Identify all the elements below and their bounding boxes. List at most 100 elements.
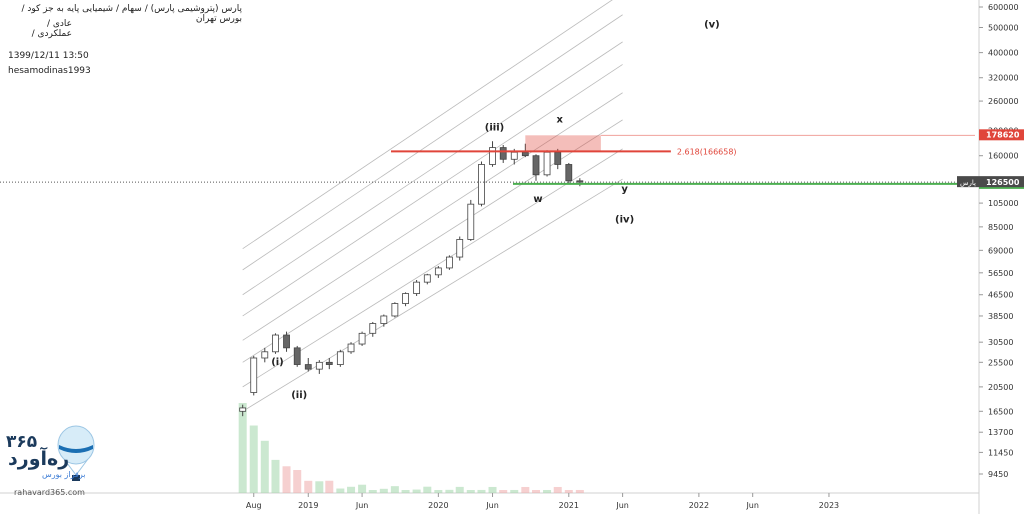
logo-number: ۳۶۵ [6, 432, 38, 452]
y-tick-label: 260000 [988, 97, 1019, 106]
y-tick-label: 85000 [988, 223, 1013, 232]
candle-body [283, 334, 290, 349]
candle-body [434, 267, 442, 276]
volume-bar [293, 470, 302, 493]
volume-bar [379, 488, 388, 493]
x-tick-label: Jun [485, 501, 499, 510]
volume-bar [271, 459, 280, 493]
candle-body [380, 315, 388, 324]
candle-body [413, 281, 421, 294]
wave-label: w [533, 194, 542, 205]
volume-bar [434, 490, 443, 493]
y-tick-label: 500000 [988, 24, 1019, 33]
last-price-tag [979, 176, 1024, 188]
volume-bar [423, 486, 432, 493]
x-tick-label: Aug [246, 501, 262, 510]
volume-bar [390, 486, 399, 493]
volume-bar [368, 490, 377, 493]
y-tick-label: 56500 [988, 269, 1013, 278]
candle-body [402, 293, 409, 304]
candle-body [543, 151, 551, 176]
channel-line [242, 92, 623, 341]
candle-body [467, 203, 475, 240]
channel-line [242, 119, 623, 363]
x-tick-label: 2021 [559, 501, 579, 510]
y-tick-label: 160000 [988, 152, 1019, 161]
x-tick-label: Jun [355, 501, 369, 510]
volume-bar [401, 490, 410, 493]
wave-label: x [557, 115, 564, 126]
y-tick-label: 16500 [988, 407, 1013, 416]
channel-line [242, 148, 623, 388]
volume-bar [553, 486, 562, 493]
y-tick-label: 9450 [988, 470, 1008, 479]
candle-body [423, 274, 431, 283]
volume-bar [477, 489, 486, 493]
volume-bar [521, 486, 530, 493]
volume-bar [499, 490, 508, 493]
wave-label: (i) [271, 357, 284, 368]
candle-body [272, 334, 279, 353]
x-tick-label: Jun [745, 501, 759, 510]
candle-body [239, 407, 247, 412]
volume-bar [510, 489, 519, 493]
volume-bar [325, 480, 334, 493]
x-tick-label: Jun [615, 501, 629, 510]
candle-body [456, 239, 464, 258]
volume-bar [347, 486, 356, 493]
candle-body [347, 343, 355, 353]
y-tick-label: 25500 [988, 358, 1013, 367]
candle-body [336, 351, 344, 365]
volume-bar [282, 466, 291, 493]
candle-body [532, 155, 540, 176]
volume-bar [466, 490, 475, 493]
channel-line [242, 14, 623, 271]
volume-bar [412, 489, 421, 493]
logo-tagline: برفراز بورس [42, 470, 86, 479]
candle-body [293, 347, 301, 365]
channel-line [242, 41, 623, 296]
candle-body [369, 323, 377, 334]
y-tick-label: 600000 [988, 3, 1019, 12]
volume-bar [455, 486, 464, 493]
logo-url: rahavard365.com [14, 488, 85, 497]
volume-bar [564, 490, 573, 493]
y-tick-label: 105000 [988, 199, 1019, 208]
wave-label: (iv) [615, 214, 634, 225]
x-tick-label: 2023 [819, 501, 839, 510]
x-tick-label: 2020 [428, 501, 448, 510]
wave-label: (ii) [291, 390, 307, 401]
candle-body [304, 364, 312, 370]
volume-bar [260, 440, 269, 493]
logo-name: ره‌آورد [8, 448, 70, 470]
y-tick-label: 20500 [988, 383, 1013, 392]
volume-bar [543, 489, 552, 493]
last-price-label: 126500 [986, 178, 1020, 187]
y-tick-label: 13700 [988, 428, 1013, 437]
resistance-zone [525, 135, 601, 152]
channel-line [242, 0, 613, 250]
y-tick-label: 46500 [988, 291, 1013, 300]
timestamp: 1399/12/11 13:50 [8, 51, 89, 61]
symbol-header: پارس (پتروشیمی پارس) / سهام / شیمیایی پا… [21, 4, 242, 24]
x-tick-label: 2019 [298, 501, 318, 510]
resistance-price-tag [979, 129, 1024, 141]
wave-label: (iii) [485, 122, 504, 133]
volume-bar [336, 488, 345, 493]
candle-body [261, 351, 269, 359]
volume-bar [315, 481, 324, 493]
candle-body [489, 147, 496, 165]
candle-body [446, 256, 453, 269]
candle-body [521, 151, 529, 157]
y-tick-label: 30500 [988, 338, 1013, 347]
volume-bar [304, 480, 313, 493]
candle-body [478, 164, 485, 205]
y-tick-label: 11450 [988, 448, 1013, 457]
symbol-subheader: عادی / عملکردی / [31, 19, 72, 39]
volume-bar [488, 486, 497, 493]
volume-bar [575, 489, 584, 493]
volume-bar [445, 489, 454, 493]
wave-label: (v) [704, 20, 720, 31]
